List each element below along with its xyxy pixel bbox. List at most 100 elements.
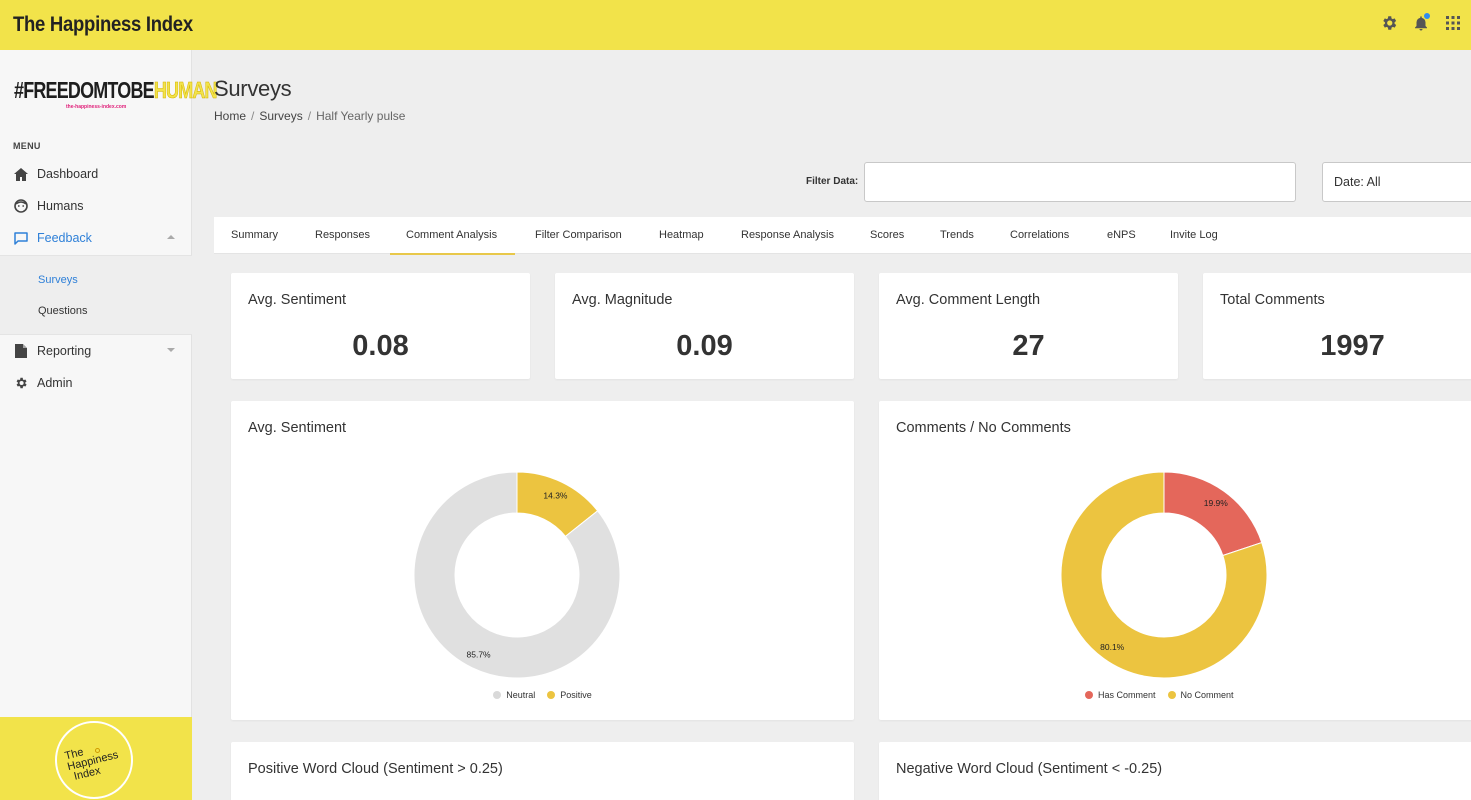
sidebar-item-label: Feedback <box>37 231 92 245</box>
chart-title: Positive Word Cloud (Sentiment > 0.25) <box>248 761 503 777</box>
slice-neutral[interactable] <box>414 472 620 678</box>
tab-correlations[interactable]: Correlations <box>1010 229 1070 241</box>
chart-card-avg-sentiment: Avg. Sentiment 14.3% 85.7% Neutral Positiv… <box>231 401 854 720</box>
stat-label: Avg. Sentiment <box>248 292 347 308</box>
chart-legend: Has Comment No Comment <box>1085 690 1234 700</box>
chart-title: Comments / No Comments <box>896 420 1071 436</box>
stat-card-avg-magnitude: Avg. Magnitude 0.09 <box>555 273 854 379</box>
stat-value: 0.08 <box>352 330 409 362</box>
tab-comment-analysis[interactable]: Comment Analysis <box>389 217 516 255</box>
logo-dot <box>95 748 100 753</box>
negative-word-cloud-card: Negative Word Cloud (Sentiment < -0.25) <box>879 742 1471 800</box>
sidebar-subitem-surveys[interactable]: Surveys <box>38 274 78 286</box>
tab-trends[interactable]: Trends <box>940 229 974 241</box>
sidebar: #FREEDOMTOBEHUMAN the-happiness-index.co… <box>0 50 218 800</box>
legend-swatch <box>1085 691 1093 699</box>
stat-card-avg-comment-length: Avg. Comment Length 27 <box>879 273 1178 379</box>
chart-title: Avg. Sentiment <box>248 420 347 436</box>
sidebar-item-label: Dashboard <box>37 167 99 181</box>
chart-card-comments: Comments / No Comments 19.9% 80.1% Has Co… <box>879 401 1471 720</box>
notification-dot <box>1424 13 1430 19</box>
date-filter-select[interactable]: Date: All <box>1322 162 1471 202</box>
slice-label-neutral: 85.7% <box>467 650 492 660</box>
sidebar-item-admin[interactable]: Admin <box>0 368 192 398</box>
gear-icon[interactable] <box>1379 13 1399 33</box>
brand-logo[interactable]: #FREEDOMTOBEHUMAN the-happiness-index.co… <box>14 77 218 117</box>
legend-swatch <box>493 691 502 699</box>
sidebar-footer: The Happiness Index <box>0 717 192 800</box>
chat-icon <box>14 231 28 245</box>
tab-filter-comparison[interactable]: Filter Comparison <box>535 229 622 241</box>
stat-value: 0.09 <box>676 330 733 362</box>
tab-heatmap[interactable]: Heatmap <box>659 229 704 241</box>
happiness-index-logo[interactable]: The Happiness Index <box>55 721 133 799</box>
tab-scores[interactable]: Scores <box>870 229 905 241</box>
breadcrumb-surveys[interactable]: Surveys <box>259 109 303 123</box>
tab-enps[interactable]: eNPS <box>1107 229 1136 241</box>
positive-word-cloud-card: Positive Word Cloud (Sentiment > 0.25) <box>231 742 854 800</box>
legend-label: Neutral <box>506 690 536 700</box>
date-filter-value: Date: All <box>1334 175 1381 189</box>
tab-invite-log[interactable]: Invite Log <box>1170 229 1218 241</box>
breadcrumb: Home / Surveys / Half Yearly pulse <box>214 109 405 123</box>
stat-value: 1997 <box>1320 330 1385 362</box>
stat-value: 27 <box>1012 330 1045 362</box>
bell-icon[interactable] <box>1411 13 1431 33</box>
comments-donut-chart: 19.9% 80.1% <box>1061 472 1267 678</box>
feedback-submenu: Surveys Questions <box>0 255 192 335</box>
slice-no-comment[interactable] <box>1061 472 1267 678</box>
chart-title: Negative Word Cloud (Sentiment < -0.25) <box>896 761 1163 777</box>
chart-legend: Neutral Positive <box>231 690 854 700</box>
legend-item-positive[interactable]: Positive <box>547 690 592 700</box>
stat-label: Total Comments <box>1220 292 1325 308</box>
breadcrumb-separator: / <box>307 109 312 123</box>
gear-icon <box>14 376 28 390</box>
top-bar: The Happiness Index <box>0 0 1471 50</box>
chevron-down-icon[interactable] <box>167 348 175 352</box>
top-icons <box>1379 13 1463 33</box>
stat-label: Avg. Comment Length <box>896 292 1041 308</box>
slice-label-positive: 14.3% <box>543 490 568 500</box>
slice-label-no-comment: 80.1% <box>1100 642 1125 652</box>
sidebar-item-feedback[interactable]: Feedback <box>0 223 192 253</box>
sidebar-item-label: Reporting <box>37 344 92 358</box>
tab-bar: Summary Responses Comment Analysis Filte… <box>214 217 1471 255</box>
filter-data-label: Filter Data: <box>806 176 859 187</box>
menu-heading: MENU <box>13 141 41 151</box>
document-icon <box>14 344 28 358</box>
logo-text-dark: #FREEDOMTOBE <box>14 77 155 103</box>
breadcrumb-home[interactable]: Home <box>214 109 247 123</box>
slice-has-comment[interactable] <box>1163 472 1263 557</box>
home-icon <box>14 167 28 181</box>
tab-summary[interactable]: Summary <box>231 229 279 241</box>
face-icon <box>14 199 28 213</box>
tab-response-analysis[interactable]: Response Analysis <box>741 229 834 241</box>
tab-responses[interactable]: Responses <box>315 229 371 241</box>
logo-text-light: HUMAN <box>153 77 218 104</box>
stat-card-avg-sentiment: Avg. Sentiment 0.08 <box>231 273 530 379</box>
legend-item-no-comment[interactable]: No Comment <box>1167 690 1234 700</box>
sidebar-item-dashboard[interactable]: Dashboard <box>0 159 192 189</box>
chevron-up-icon[interactable] <box>167 235 175 239</box>
logo-subtext: the-happiness-index.com <box>66 104 127 110</box>
page-title: Surveys <box>214 76 292 101</box>
apps-grid-icon[interactable] <box>1443 13 1463 33</box>
slice-label-has-comment: 19.9% <box>1204 498 1229 508</box>
legend-item-neutral[interactable]: Neutral <box>493 690 535 700</box>
breadcrumb-separator: / <box>251 109 255 123</box>
sidebar-subitem-questions[interactable]: Questions <box>38 305 88 317</box>
legend-label: Has Comment <box>1098 690 1156 700</box>
filter-data-input[interactable] <box>864 162 1296 202</box>
sidebar-item-label: Humans <box>37 199 84 213</box>
legend-swatch <box>547 691 556 699</box>
sidebar-item-reporting[interactable]: Reporting <box>0 336 192 366</box>
stat-card-total-comments: Total Comments 1997 <box>1203 273 1471 379</box>
sidebar-item-humans[interactable]: Humans <box>0 191 192 221</box>
legend-label: No Comment <box>1180 690 1234 700</box>
legend-label: Positive <box>560 690 592 700</box>
sidebar-item-label: Admin <box>37 376 73 390</box>
legend-item-has-comment[interactable]: Has Comment <box>1085 690 1156 700</box>
app-title[interactable]: The Happiness Index <box>13 13 193 36</box>
sentiment-donut-chart: 14.3% 85.7% <box>414 472 620 678</box>
breadcrumb-current: Half Yearly pulse <box>316 109 406 123</box>
